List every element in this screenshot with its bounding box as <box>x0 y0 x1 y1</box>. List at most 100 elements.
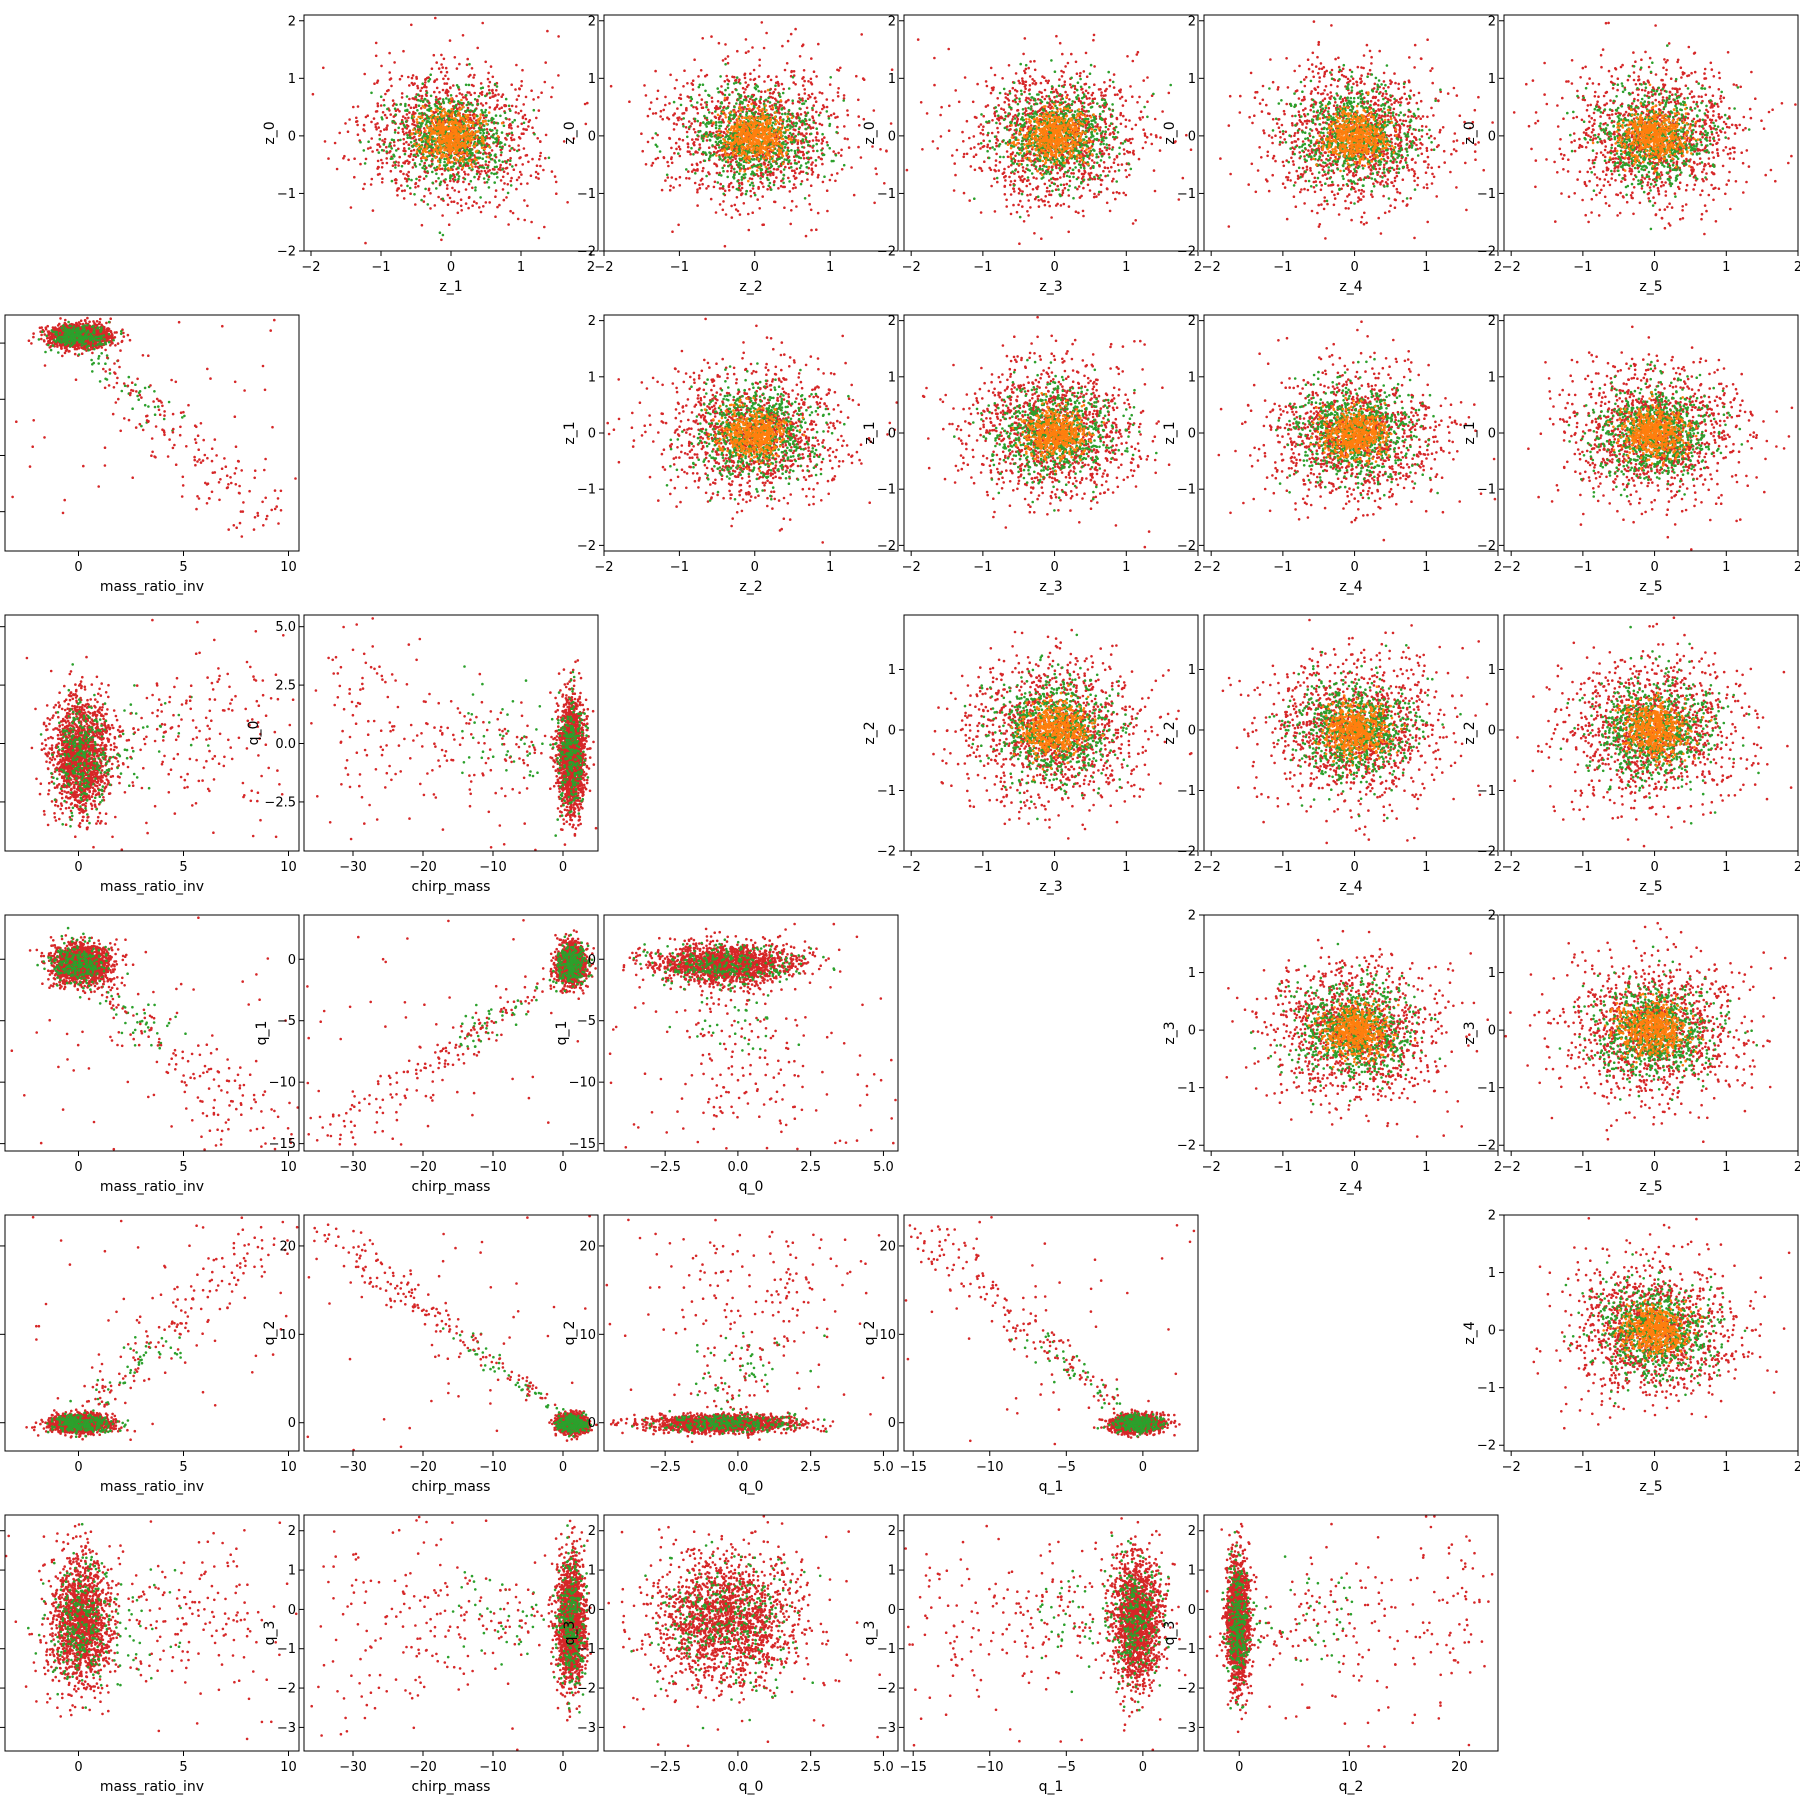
scatter-point <box>444 75 447 78</box>
scatter-point <box>499 164 502 167</box>
scatter-point <box>402 138 405 141</box>
scatter-point <box>365 116 368 119</box>
scatter-point <box>395 182 398 185</box>
scatter-point <box>410 150 413 153</box>
scatter-point <box>515 164 518 167</box>
scatter-point <box>480 211 483 214</box>
scatter-point <box>522 103 525 106</box>
scatter-point <box>458 63 461 66</box>
scatter-point <box>437 196 440 199</box>
scatter-point <box>510 83 513 86</box>
scatter-point <box>476 47 479 50</box>
scatter-point <box>513 149 516 152</box>
scatter-point <box>523 219 526 222</box>
scatter-point <box>473 200 476 203</box>
scatter-point <box>473 92 476 95</box>
scatter-point <box>458 191 461 194</box>
scatter-point <box>338 132 341 135</box>
scatter-point <box>440 63 443 66</box>
scatter-point <box>523 147 526 150</box>
scatter-point <box>452 84 455 87</box>
scatter-point <box>449 87 452 90</box>
scatter-point <box>396 194 399 197</box>
scatter-point <box>510 127 513 130</box>
scatter-point <box>520 110 523 113</box>
scatter-point <box>376 102 379 105</box>
scatter-point <box>514 88 517 91</box>
scatter-point <box>511 105 514 108</box>
scatter-point <box>450 201 453 204</box>
scatter-point <box>527 161 530 164</box>
scatter-point <box>355 117 358 120</box>
scatter-point <box>375 55 378 58</box>
scatter-point <box>375 42 378 45</box>
scatter-point <box>410 24 413 27</box>
scatter-point <box>536 164 539 167</box>
scatter-point <box>492 92 495 95</box>
scatter-point <box>434 17 437 20</box>
scatter-point <box>507 183 510 186</box>
scatter-point <box>376 149 379 152</box>
scatter-point <box>442 78 445 81</box>
scatter-point <box>557 35 560 38</box>
scatter-point <box>421 224 424 227</box>
scatter-point <box>551 170 554 173</box>
scatter-point <box>487 78 490 81</box>
scatter-point <box>446 184 449 187</box>
scatter-point <box>421 87 424 90</box>
scatter-point <box>380 65 383 68</box>
scatter-point <box>380 104 383 107</box>
scatter-point <box>515 111 518 114</box>
scatter-point <box>539 165 542 168</box>
scatter-point <box>435 61 438 64</box>
scatter-point <box>408 84 411 87</box>
scatter-point <box>449 39 452 42</box>
scatter-point <box>380 159 383 162</box>
scatter-point <box>480 170 483 173</box>
scatter-point <box>498 204 501 207</box>
scatter-point <box>397 132 400 135</box>
scatter-point <box>347 159 350 162</box>
scatter-point <box>447 78 450 81</box>
scatter-point <box>485 201 488 204</box>
scatter-point <box>401 92 404 95</box>
scatter-point <box>451 187 454 190</box>
scatter-point <box>412 158 415 161</box>
scatter-point <box>500 106 503 109</box>
scatter-point <box>525 118 528 121</box>
scatter-point <box>373 117 376 120</box>
scatter-point <box>530 89 533 92</box>
scatter-point <box>408 98 411 101</box>
scatter-point <box>480 82 483 85</box>
scatter-point <box>423 195 426 198</box>
scatter-point <box>498 108 501 111</box>
scatter-point <box>415 77 418 80</box>
scatter-point <box>466 64 469 67</box>
scatter-point <box>363 73 366 76</box>
scatter-point <box>352 106 355 109</box>
scatter-point <box>384 93 387 96</box>
scatter-point <box>490 65 493 68</box>
scatter-point <box>397 161 400 164</box>
scatter-point <box>502 176 505 179</box>
scatter-point <box>443 58 446 61</box>
scatter-point <box>538 158 541 161</box>
scatter-point <box>488 201 491 204</box>
scatter-points <box>312 17 589 245</box>
scatter-point <box>372 209 375 212</box>
scatter-point <box>489 81 492 84</box>
scatter-point <box>420 107 423 110</box>
scatter-point <box>487 72 490 75</box>
scatter-point <box>435 96 438 99</box>
scatter-point <box>487 85 490 88</box>
pair-plot-figure: −2 −1 0 1 2−2−1012z_1z_0−2 −1 0 1−2−1012z_2z_0−… <box>0 0 1800 1800</box>
scatter-point <box>401 96 404 99</box>
scatter-point <box>379 145 382 148</box>
scatter-point <box>456 67 459 70</box>
scatter-point <box>497 93 500 96</box>
panel-z_0-vs-z_1: −2 −1 0 1 2−2−1012z_1z_0 <box>262 14 598 295</box>
scatter-point <box>485 163 488 166</box>
scatter-point <box>538 109 541 112</box>
scatter-point <box>357 105 360 108</box>
scatter-point <box>423 200 426 203</box>
